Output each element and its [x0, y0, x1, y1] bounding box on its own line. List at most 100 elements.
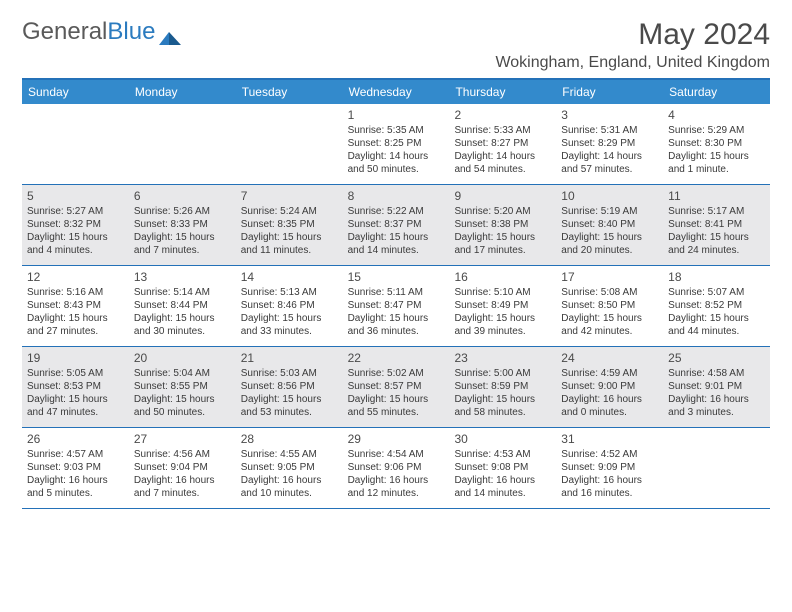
daylight1-label: Daylight: 16 hours: [454, 475, 551, 488]
sunset-label: Sunset: 8:41 PM: [668, 219, 765, 232]
daylight2-label: and 57 minutes.: [561, 164, 658, 177]
sunrise-label: Sunrise: 5:05 AM: [27, 368, 124, 381]
daylight1-label: Daylight: 15 hours: [348, 232, 445, 245]
sunset-label: Sunset: 9:03 PM: [27, 462, 124, 475]
sunrise-label: Sunrise: 5:33 AM: [454, 125, 551, 138]
daylight2-label: and 12 minutes.: [348, 488, 445, 501]
daylight1-label: Daylight: 15 hours: [241, 232, 338, 245]
sunrise-label: Sunrise: 5:04 AM: [134, 368, 231, 381]
day-cell: 8Sunrise: 5:22 AMSunset: 8:37 PMDaylight…: [343, 185, 450, 265]
daylight2-label: and 17 minutes.: [454, 245, 551, 258]
day-number: 4: [668, 108, 765, 123]
day-header: Tuesday: [236, 80, 343, 104]
day-number: 17: [561, 270, 658, 285]
daylight1-label: Daylight: 15 hours: [561, 232, 658, 245]
sunset-label: Sunset: 8:47 PM: [348, 300, 445, 313]
sunrise-label: Sunrise: 5:00 AM: [454, 368, 551, 381]
daylight2-label: and 54 minutes.: [454, 164, 551, 177]
sunrise-label: Sunrise: 4:57 AM: [27, 449, 124, 462]
day-cell: 6Sunrise: 5:26 AMSunset: 8:33 PMDaylight…: [129, 185, 236, 265]
sunrise-label: Sunrise: 5:24 AM: [241, 206, 338, 219]
daylight1-label: Daylight: 15 hours: [561, 313, 658, 326]
daylight1-label: Daylight: 15 hours: [668, 232, 765, 245]
sunrise-label: Sunrise: 5:20 AM: [454, 206, 551, 219]
sunrise-label: Sunrise: 4:52 AM: [561, 449, 658, 462]
day-cell: 30Sunrise: 4:53 AMSunset: 9:08 PMDayligh…: [449, 428, 556, 508]
sunrise-label: Sunrise: 5:07 AM: [668, 287, 765, 300]
sunrise-label: Sunrise: 5:19 AM: [561, 206, 658, 219]
sunset-label: Sunset: 8:52 PM: [668, 300, 765, 313]
daylight2-label: and 36 minutes.: [348, 326, 445, 339]
day-number: 18: [668, 270, 765, 285]
daylight1-label: Daylight: 15 hours: [454, 232, 551, 245]
week-row: 5Sunrise: 5:27 AMSunset: 8:32 PMDaylight…: [22, 185, 770, 266]
brand-logo: GeneralBlue: [22, 18, 181, 46]
day-number: 27: [134, 432, 231, 447]
day-number: 20: [134, 351, 231, 366]
sunrise-label: Sunrise: 5:17 AM: [668, 206, 765, 219]
daylight2-label: and 50 minutes.: [134, 407, 231, 420]
sunset-label: Sunset: 8:38 PM: [454, 219, 551, 232]
sunrise-label: Sunrise: 5:26 AM: [134, 206, 231, 219]
day-number: 31: [561, 432, 658, 447]
sunset-label: Sunset: 8:33 PM: [134, 219, 231, 232]
day-cell: 29Sunrise: 4:54 AMSunset: 9:06 PMDayligh…: [343, 428, 450, 508]
day-cell: [22, 104, 129, 184]
daylight1-label: Daylight: 14 hours: [348, 151, 445, 164]
daylight2-label: and 1 minute.: [668, 164, 765, 177]
day-number: 23: [454, 351, 551, 366]
day-cell: 15 Sunrise: 5:11 AMSunset: 8:47 PMDayligh…: [343, 266, 450, 346]
sunrise-label: Sunrise: 5:11 AM: [348, 287, 445, 300]
day-cell: 31Sunrise: 4:52 AMSunset: 9:09 PMDayligh…: [556, 428, 663, 508]
day-number: 30: [454, 432, 551, 447]
day-number: 16: [454, 270, 551, 285]
day-number: 29: [348, 432, 445, 447]
daylight1-label: Daylight: 15 hours: [134, 313, 231, 326]
sunrise-label: Sunrise: 4:56 AM: [134, 449, 231, 462]
day-number: 15: [348, 270, 445, 285]
daylight2-label: and 0 minutes.: [561, 407, 658, 420]
day-cell: 27Sunrise: 4:56 AMSunset: 9:04 PMDayligh…: [129, 428, 236, 508]
sunset-label: Sunset: 9:00 PM: [561, 381, 658, 394]
daylight1-label: Daylight: 15 hours: [241, 394, 338, 407]
title-block: May 2024 Wokingham, England, United King…: [495, 18, 770, 72]
day-cell: 5Sunrise: 5:27 AMSunset: 8:32 PMDaylight…: [22, 185, 129, 265]
daylight1-label: Daylight: 15 hours: [454, 394, 551, 407]
daylight2-label: and 47 minutes.: [27, 407, 124, 420]
daylight2-label: and 39 minutes.: [454, 326, 551, 339]
day-number: 2: [454, 108, 551, 123]
daylight2-label: and 7 minutes.: [134, 488, 231, 501]
day-cell: 22Sunrise: 5:02 AMSunset: 8:57 PMDayligh…: [343, 347, 450, 427]
day-cell: 24Sunrise: 4:59 AMSunset: 9:00 PMDayligh…: [556, 347, 663, 427]
day-cell: 28Sunrise: 4:55 AMSunset: 9:05 PMDayligh…: [236, 428, 343, 508]
day-cell: 7 Sunrise: 5:24 AMSunset: 8:35 PMDaylight…: [236, 185, 343, 265]
sunset-label: Sunset: 8:35 PM: [241, 219, 338, 232]
daylight1-label: Daylight: 15 hours: [348, 313, 445, 326]
sunrise-label: Sunrise: 4:58 AM: [668, 368, 765, 381]
sunset-label: Sunset: 9:08 PM: [454, 462, 551, 475]
daylight2-label: and 27 minutes.: [27, 326, 124, 339]
daylight1-label: Daylight: 15 hours: [348, 394, 445, 407]
sunrise-label: Sunrise: 5:14 AM: [134, 287, 231, 300]
day-number: 3: [561, 108, 658, 123]
day-number: 9: [454, 189, 551, 204]
daylight2-label: and 53 minutes.: [241, 407, 338, 420]
sunrise-label: Sunrise: 5:08 AM: [561, 287, 658, 300]
sunset-label: Sunset: 9:06 PM: [348, 462, 445, 475]
daylight2-label: and 3 minutes.: [668, 407, 765, 420]
day-cell: 11Sunrise: 5:17 AMSunset: 8:41 PMDayligh…: [663, 185, 770, 265]
sunset-label: Sunset: 8:30 PM: [668, 138, 765, 151]
sunset-label: Sunset: 8:50 PM: [561, 300, 658, 313]
week-row: 12Sunrise: 5:16 AMSunset: 8:43 PMDayligh…: [22, 266, 770, 347]
sunset-label: Sunset: 8:56 PM: [241, 381, 338, 394]
daylight1-label: Daylight: 15 hours: [134, 232, 231, 245]
day-cell: 4Sunrise: 5:29 AMSunset: 8:30 PMDaylight…: [663, 104, 770, 184]
week-row: 1Sunrise: 5:35 AMSunset: 8:25 PMDaylight…: [22, 104, 770, 185]
sunset-label: Sunset: 9:01 PM: [668, 381, 765, 394]
daylight2-label: and 4 minutes.: [27, 245, 124, 258]
sunrise-label: Sunrise: 5:27 AM: [27, 206, 124, 219]
day-number: 7: [241, 189, 338, 204]
day-cell: 20Sunrise: 5:04 AMSunset: 8:55 PMDayligh…: [129, 347, 236, 427]
sunset-label: Sunset: 9:09 PM: [561, 462, 658, 475]
day-header: Saturday: [663, 80, 770, 104]
